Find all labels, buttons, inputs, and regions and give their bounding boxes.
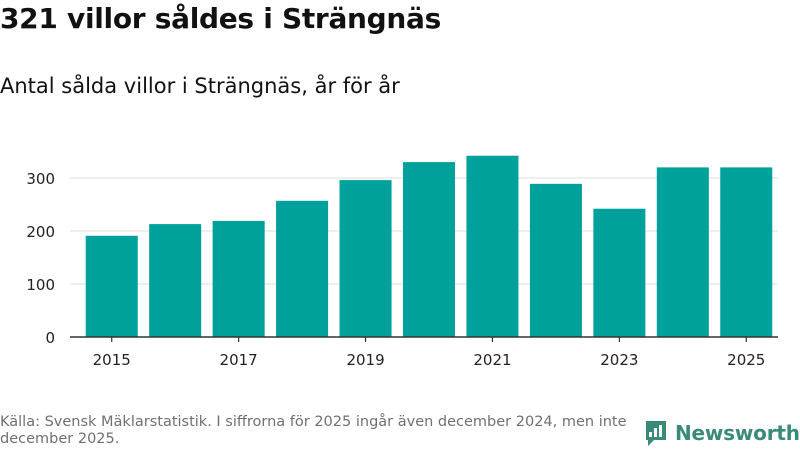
- y-tick-label: 0: [45, 329, 55, 347]
- bar-2023: [593, 208, 646, 337]
- y-tick-label: 300: [26, 170, 55, 188]
- x-tick-label: 2025: [727, 351, 765, 369]
- y-tick-label: 100: [26, 276, 55, 294]
- chart-subtitle: Antal sålda villor i Strängnäs, år för å…: [0, 74, 400, 98]
- newsworthy-logo-icon: [646, 421, 666, 446]
- bar-2020: [402, 162, 456, 337]
- bar-2021: [466, 155, 519, 337]
- newsworthy-logo: Newsworthy: [644, 418, 800, 448]
- x-tick-label: 2017: [220, 351, 258, 369]
- x-tick-label: 2023: [600, 351, 638, 369]
- bar-2024: [656, 167, 709, 337]
- bar-2017: [212, 220, 265, 337]
- bar-2022: [529, 183, 582, 337]
- bar-2016: [149, 224, 202, 337]
- y-tick-label: 200: [26, 223, 55, 241]
- x-tick-label: 2015: [93, 351, 131, 369]
- chart-title: 321 villor såldes i Strängnäs: [0, 2, 442, 35]
- bar-2025: [720, 167, 773, 337]
- source-footnote: Källa: Svensk Mäklarstatistik. I siffror…: [0, 414, 627, 447]
- x-tick-label: 2021: [473, 351, 511, 369]
- x-tick-label: 2019: [346, 351, 384, 369]
- newsworthy-logo-text: Newsworthy: [675, 421, 800, 445]
- bar-2015: [85, 235, 138, 337]
- bar-2019: [339, 180, 392, 337]
- bar-2018: [276, 200, 329, 337]
- bar-chart: 0 100 200 300 2015 2017 2019 2021 2023 2025: [26, 155, 778, 369]
